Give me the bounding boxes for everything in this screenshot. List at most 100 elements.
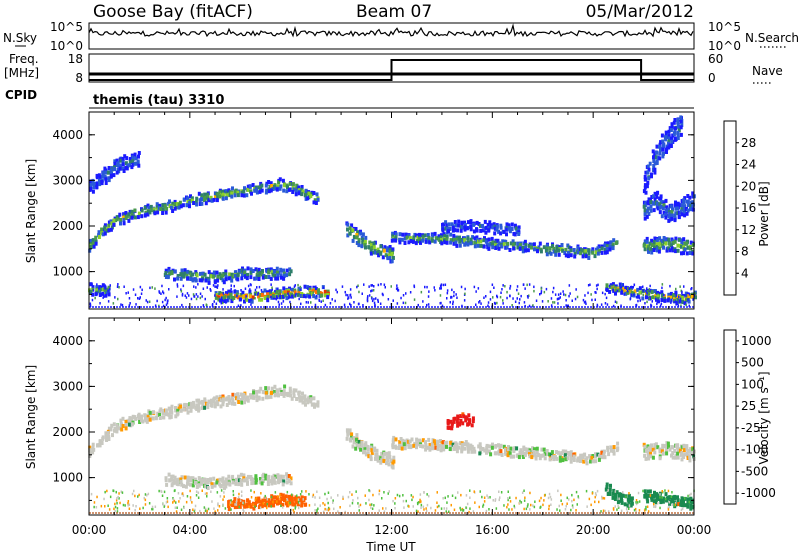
echo-cell bbox=[510, 227, 514, 231]
noise-speck bbox=[230, 508, 232, 511]
echo-cell bbox=[569, 253, 573, 258]
echo-cell bbox=[210, 274, 214, 279]
echo-cell bbox=[224, 484, 228, 489]
echo-cell bbox=[607, 452, 611, 457]
noise-speck bbox=[371, 284, 373, 287]
noise-speck bbox=[685, 303, 687, 307]
echo-cell bbox=[287, 292, 291, 297]
noise-speck bbox=[633, 508, 636, 512]
echo-cell bbox=[314, 290, 318, 295]
echo-cell bbox=[119, 217, 123, 222]
echo-cell bbox=[123, 154, 127, 159]
echo-cell bbox=[401, 444, 405, 449]
noise-speck bbox=[413, 298, 416, 301]
noise-speck bbox=[550, 498, 553, 501]
echo-cell bbox=[669, 298, 673, 303]
echo-cell bbox=[591, 247, 595, 252]
noise-speck bbox=[392, 299, 394, 302]
noise-speck bbox=[99, 302, 101, 305]
echo-cell bbox=[254, 503, 257, 507]
echo-cell bbox=[267, 180, 271, 184]
noise-speck bbox=[299, 501, 301, 505]
noise-speck bbox=[575, 509, 577, 512]
echo-cell bbox=[130, 416, 134, 421]
echo-cell bbox=[270, 498, 274, 503]
echo-cell bbox=[496, 238, 500, 243]
echo-cell bbox=[348, 231, 352, 236]
echo-cell bbox=[458, 243, 462, 248]
echo-cell bbox=[500, 453, 504, 457]
noise-speck bbox=[595, 493, 597, 497]
echo-cell bbox=[463, 223, 467, 227]
echo-cell bbox=[227, 289, 231, 294]
echo-cell bbox=[298, 398, 302, 403]
echo-cell bbox=[368, 240, 372, 245]
noise-speck bbox=[312, 493, 315, 497]
echo-cell bbox=[89, 282, 93, 287]
echo-cell bbox=[143, 213, 147, 218]
noise-speck bbox=[635, 296, 638, 299]
noise-speck bbox=[635, 502, 638, 506]
echo-cell bbox=[685, 446, 689, 451]
echo-cell bbox=[306, 400, 310, 405]
echo-cell bbox=[197, 483, 201, 488]
noise-speck bbox=[141, 288, 143, 292]
echo-cell bbox=[411, 239, 415, 244]
noise-speck bbox=[357, 302, 360, 306]
echo-cell bbox=[415, 442, 419, 447]
echo-cell bbox=[218, 194, 222, 199]
echo-cell bbox=[210, 198, 214, 203]
echo-cell bbox=[300, 503, 304, 508]
echo-cell bbox=[616, 441, 620, 446]
noise-speck bbox=[681, 507, 684, 510]
echo-cell bbox=[237, 269, 241, 274]
echo-cell bbox=[671, 451, 675, 455]
noise-speck bbox=[316, 508, 318, 512]
echo-cell bbox=[524, 447, 527, 452]
noise-speck bbox=[179, 497, 181, 500]
echo-cell bbox=[398, 240, 402, 245]
noise-speck bbox=[120, 303, 122, 306]
noise-speck bbox=[193, 510, 196, 513]
echo-cell bbox=[346, 233, 350, 238]
echo-cell bbox=[445, 223, 449, 228]
echo-cell bbox=[280, 275, 283, 280]
noise-speck bbox=[601, 291, 604, 295]
noise-speck bbox=[412, 505, 414, 508]
echo-cell bbox=[255, 390, 258, 394]
echo-cell bbox=[291, 287, 294, 292]
echo-cell bbox=[679, 119, 683, 124]
noise-speck bbox=[492, 499, 494, 502]
echo-cell bbox=[204, 278, 208, 283]
echo-cell bbox=[659, 500, 663, 505]
echo-cell bbox=[224, 477, 228, 482]
echo-cell bbox=[453, 237, 456, 242]
echo-cell bbox=[262, 390, 266, 395]
echo-cell bbox=[165, 206, 169, 211]
echo-cell bbox=[113, 167, 116, 172]
echo-cell bbox=[676, 120, 680, 125]
echo-cell bbox=[569, 459, 573, 464]
echo-cell bbox=[682, 455, 685, 459]
echo-cell bbox=[147, 205, 151, 210]
echo-cell bbox=[430, 442, 434, 447]
echo-cell bbox=[236, 277, 240, 282]
echo-cell bbox=[313, 198, 317, 203]
echo-cell bbox=[380, 458, 384, 463]
echo-cell bbox=[668, 248, 672, 253]
noise-speck bbox=[350, 296, 352, 299]
noise-speck bbox=[181, 492, 183, 496]
noise-speck bbox=[415, 509, 418, 513]
noise-speck bbox=[460, 493, 462, 497]
echo-cell bbox=[667, 134, 671, 139]
echo-cell bbox=[229, 292, 233, 297]
noise-speck bbox=[446, 501, 448, 504]
echo-cell bbox=[576, 250, 580, 255]
noise-speck bbox=[238, 492, 240, 496]
noise-speck bbox=[232, 493, 235, 497]
noise-speck bbox=[436, 501, 438, 504]
echo-cell bbox=[251, 478, 255, 483]
noise-speck bbox=[149, 286, 151, 290]
freq-tick-bottom: 8 bbox=[75, 71, 83, 85]
